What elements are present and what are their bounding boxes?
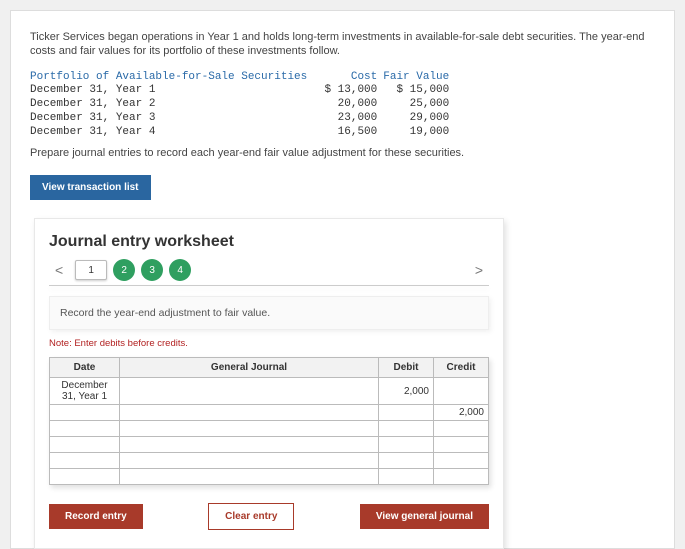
step-4[interactable]: 4 xyxy=(169,259,191,281)
cell-gj[interactable] xyxy=(120,453,379,469)
table-row[interactable] xyxy=(50,421,489,437)
pf-cost: 23,000 xyxy=(313,112,383,126)
pf-row-label: December 31, Year 3 xyxy=(30,112,313,126)
prepare-text: Prepare journal entries to record each y… xyxy=(30,147,655,159)
cell-debit[interactable] xyxy=(379,469,434,485)
cell-credit[interactable]: 2,000 xyxy=(434,405,489,421)
cell-debit[interactable] xyxy=(379,453,434,469)
cell-date[interactable] xyxy=(50,437,120,453)
table-row[interactable] xyxy=(50,437,489,453)
cell-gj[interactable] xyxy=(120,437,379,453)
table-row[interactable] xyxy=(50,469,489,485)
portfolio-title: Portfolio of Available-for-Sale Securiti… xyxy=(30,71,313,85)
pf-fv: 29,000 xyxy=(383,112,455,126)
pf-cost: 16,500 xyxy=(313,126,383,140)
cell-credit[interactable] xyxy=(434,437,489,453)
chevron-right-icon[interactable]: > xyxy=(469,262,489,278)
worksheet-title: Journal entry worksheet xyxy=(49,233,489,251)
cell-credit[interactable] xyxy=(434,378,489,405)
step-row: < 1 2 3 4 > xyxy=(49,259,489,281)
col-fv: Fair Value xyxy=(383,71,455,85)
table-row[interactable] xyxy=(50,453,489,469)
pf-row-label: December 31, Year 2 xyxy=(30,98,313,112)
th-debit: Debit xyxy=(379,358,434,378)
chevron-left-icon[interactable]: < xyxy=(49,262,69,278)
clear-entry-button[interactable]: Clear entry xyxy=(208,503,294,530)
cell-date[interactable] xyxy=(50,421,120,437)
page: Ticker Services began operations in Year… xyxy=(10,10,675,549)
button-row: Record entry Clear entry View general jo… xyxy=(49,503,489,530)
journal-entry-table: Date General Journal Debit Credit Decemb… xyxy=(49,357,489,485)
pf-cost: 20,000 xyxy=(313,98,383,112)
pf-cost: $ 13,000 xyxy=(313,84,383,98)
instruction-box: Record the year-end adjustment to fair v… xyxy=(49,296,489,330)
cell-debit[interactable] xyxy=(379,421,434,437)
pf-fv: 19,000 xyxy=(383,126,455,140)
cell-date[interactable] xyxy=(50,453,120,469)
cell-date[interactable] xyxy=(50,405,120,421)
th-date: Date xyxy=(50,358,120,378)
divider xyxy=(49,285,489,286)
col-cost: Cost xyxy=(313,71,383,85)
cell-credit[interactable] xyxy=(434,421,489,437)
cell-gj[interactable] xyxy=(120,405,379,421)
intro-text: Ticker Services began operations in Year… xyxy=(30,30,655,59)
cell-credit[interactable] xyxy=(434,453,489,469)
view-general-journal-button[interactable]: View general journal xyxy=(360,504,489,529)
cell-gj[interactable] xyxy=(120,469,379,485)
th-credit: Credit xyxy=(434,358,489,378)
worksheet-card: Journal entry worksheet < 1 2 3 4 > Reco… xyxy=(34,218,504,549)
cell-debit[interactable]: 2,000 xyxy=(379,378,434,405)
record-entry-button[interactable]: Record entry xyxy=(49,504,143,529)
note-text: Note: Enter debits before credits. xyxy=(49,338,489,349)
table-row[interactable]: December 31, Year 1 2,000 xyxy=(50,378,489,405)
portfolio-block: Portfolio of Available-for-Sale Securiti… xyxy=(30,71,655,140)
step-2[interactable]: 2 xyxy=(113,259,135,281)
cell-gj[interactable] xyxy=(120,421,379,437)
view-transaction-list-button[interactable]: View transaction list xyxy=(30,175,151,200)
cell-date[interactable] xyxy=(50,469,120,485)
cell-debit[interactable] xyxy=(379,405,434,421)
cell-date[interactable]: December 31, Year 1 xyxy=(50,378,120,405)
cell-debit[interactable] xyxy=(379,437,434,453)
table-row[interactable]: 2,000 xyxy=(50,405,489,421)
cell-gj[interactable] xyxy=(120,378,379,405)
step-3[interactable]: 3 xyxy=(141,259,163,281)
pf-row-label: December 31, Year 4 xyxy=(30,126,313,140)
th-general-journal: General Journal xyxy=(120,358,379,378)
pf-row-label: December 31, Year 1 xyxy=(30,84,313,98)
pf-fv: 25,000 xyxy=(383,98,455,112)
cell-credit[interactable] xyxy=(434,469,489,485)
pf-fv: $ 15,000 xyxy=(383,84,455,98)
step-1[interactable]: 1 xyxy=(75,260,107,280)
